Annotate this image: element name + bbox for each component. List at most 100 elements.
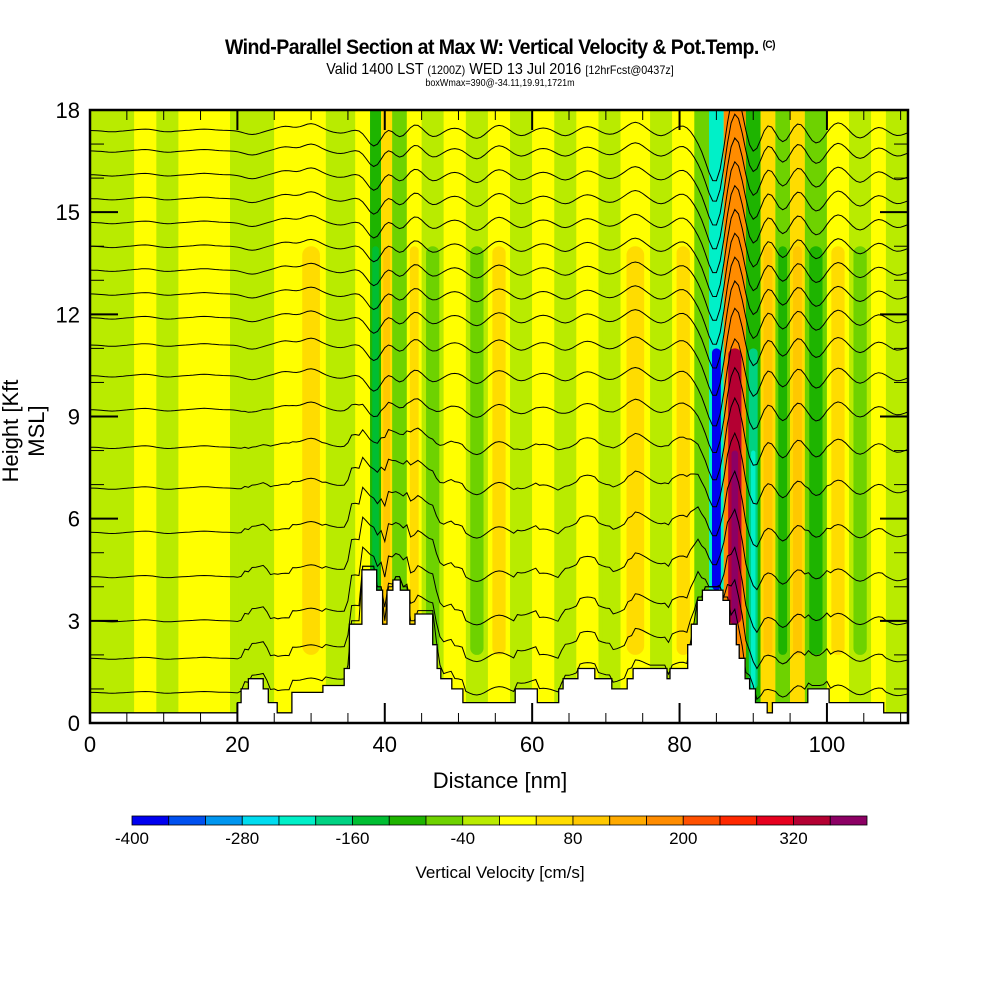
isentrope-line <box>90 396 908 481</box>
potential-temperature-contours <box>90 110 908 701</box>
colorbar-swatch <box>756 815 794 826</box>
y-tick-label: 12 <box>56 302 80 327</box>
isentrope-line <box>90 160 908 250</box>
velocity-core <box>514 246 528 655</box>
colorbar-swatch <box>793 815 831 826</box>
velocity-core <box>238 246 266 655</box>
velocity-core <box>763 246 773 655</box>
colorbar-swatch <box>462 815 500 826</box>
velocity-peak <box>731 450 739 625</box>
valid-time-utc: (1200Z) <box>427 63 466 77</box>
isentrope-line <box>90 337 908 427</box>
colorbar-swatch <box>131 815 170 826</box>
isentrope-line <box>90 469 908 548</box>
isentrope-line <box>90 280 908 369</box>
y-axis-label: Height [Kft MSL] <box>0 379 49 483</box>
velocity-core <box>676 246 690 655</box>
colorbar-tick-label: -160 <box>335 829 369 848</box>
isentrope-line <box>90 184 908 274</box>
colorbar-swatch <box>609 815 647 826</box>
velocity-core <box>602 246 617 655</box>
chart-title: Wind-Parallel Section at Max W: Vertical… <box>35 36 965 60</box>
colorbar-tick-label: 320 <box>779 829 807 848</box>
velocity-core <box>558 246 572 655</box>
isentrope-line <box>90 113 908 202</box>
colorbar-tick-label: -40 <box>450 829 475 848</box>
isentrope-line <box>90 137 908 226</box>
velocity-core <box>778 246 788 655</box>
velocity-core <box>138 246 152 655</box>
velocity-core <box>278 246 292 655</box>
isentrope-line <box>90 565 908 670</box>
velocity-core <box>358 246 368 655</box>
colorbar-swatch <box>278 815 317 826</box>
colorbar-swatch <box>388 815 427 826</box>
isentrope-line <box>90 307 908 396</box>
colorbar-swatch <box>829 815 868 826</box>
velocity-core <box>331 246 350 655</box>
velocity-core <box>302 246 320 655</box>
velocity-core <box>188 246 220 655</box>
colorbar-swatch <box>425 815 464 826</box>
velocity-core <box>831 246 845 655</box>
colorbar-tick-label: 80 <box>564 829 583 848</box>
velocity-core <box>98 246 126 655</box>
x-tick-label: 60 <box>520 732 544 757</box>
copyright-mark: (C) <box>762 39 776 51</box>
x-tick-label: 20 <box>225 732 249 757</box>
velocity-core <box>697 246 707 655</box>
isentrope-line <box>90 110 908 182</box>
velocity-core <box>626 246 645 655</box>
colorbar-swatch <box>646 815 684 826</box>
valid-date: WED 13 Jul 2016 <box>469 61 582 78</box>
colorbar-swatch <box>572 815 611 826</box>
velocity-core <box>793 246 802 655</box>
velocity-peak <box>751 450 756 689</box>
isentrope-line <box>90 508 908 591</box>
isentrope-line <box>90 565 908 701</box>
colorbar-swatch <box>205 815 243 826</box>
terrain-profile <box>89 569 909 724</box>
boxwmax-info: boxWmax=390@-34.11,19.91,1721m <box>425 78 575 89</box>
velocity-core <box>809 246 823 655</box>
velocity-core <box>448 246 462 655</box>
colorbar-swatch <box>315 815 353 826</box>
vertical-velocity-field <box>90 110 908 723</box>
velocity-core <box>160 246 175 655</box>
x-tick-label: 100 <box>809 732 846 757</box>
velocity-core <box>470 246 484 655</box>
y-tick-label: 9 <box>68 405 80 430</box>
colorbar-swatch <box>499 815 537 826</box>
colorbar-swatch <box>535 815 574 826</box>
isentrope-line <box>90 256 908 345</box>
x-tick-label: 40 <box>373 732 397 757</box>
x-axis-label: Distance [nm] <box>432 768 568 793</box>
velocity-core <box>853 246 867 655</box>
y-tick-label: 15 <box>56 200 80 225</box>
isentrope-line <box>90 208 908 298</box>
chart-title-main: Wind-Parallel Section at Max W: Vertical… <box>224 36 759 59</box>
x-tick-label: 0 <box>84 732 96 757</box>
velocity-core <box>874 246 883 655</box>
y-axis: 0 3 6 9 12 15 18 <box>56 98 908 736</box>
y-tick-label: 0 <box>68 711 80 736</box>
colorbar-label: Vertical Velocity [cm/s] <box>415 863 585 882</box>
y-tick-label: 6 <box>68 507 80 532</box>
colorbar-swatch <box>168 815 206 826</box>
y-tick-label: 3 <box>68 609 80 634</box>
colorbar-tick-label: 200 <box>669 829 697 848</box>
colorbar-tick-label: -280 <box>225 829 259 848</box>
velocity-core <box>654 246 668 655</box>
velocity-core <box>536 246 550 655</box>
velocity-core <box>580 246 595 655</box>
colorbar-swatch <box>719 815 758 826</box>
forecast-info: [12hrFcst@0437z] <box>585 63 674 77</box>
velocity-peak <box>714 450 719 591</box>
valid-time-lst: Valid 1400 LST <box>326 61 424 78</box>
chart-subtitle: Valid 1400 LST (1200Z) WED 13 Jul 2016 [… <box>50 61 950 79</box>
isentrope-line <box>90 366 908 454</box>
velocity-core <box>409 246 419 655</box>
isentrope-line <box>90 232 908 321</box>
colorbar-swatch <box>241 815 280 826</box>
